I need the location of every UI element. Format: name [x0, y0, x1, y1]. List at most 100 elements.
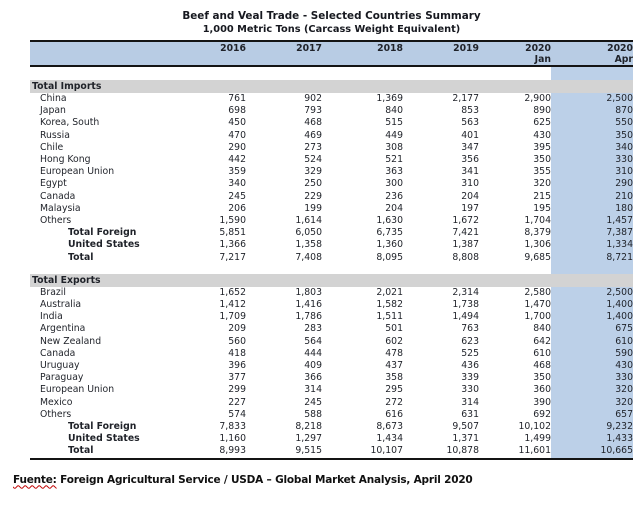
cell-value: 290	[228, 141, 246, 153]
cell-value: 588	[304, 408, 322, 420]
table-row: United States 1,366 1,358 1,360 1,387 1,306 1,…	[30, 239, 633, 252]
table-row: Korea, South 450 468 515 563 625 550	[30, 117, 633, 130]
cell-value: 197	[461, 202, 479, 214]
cell-value: 1,652	[219, 286, 246, 298]
cell-value: 1,470	[524, 299, 551, 311]
cell-value: 204	[385, 202, 403, 214]
cell-value: 8,721	[551, 251, 633, 264]
source-label: Fuente:	[13, 473, 57, 486]
cell-value: 8,808	[452, 251, 479, 263]
cell-value: 675	[551, 323, 633, 336]
cell-value: 363	[385, 166, 403, 178]
filler-cell	[160, 66, 246, 80]
cell-value: 6,735	[376, 227, 403, 239]
cell-value: 330	[551, 154, 633, 167]
section-header-row: Total Imports	[30, 80, 633, 93]
cell-value: 1,700	[524, 311, 551, 323]
cell-value: 7,217	[219, 251, 246, 263]
cell-value: 9,507	[452, 421, 479, 433]
cell-value: 1,709	[219, 311, 246, 323]
cell-value: 1,371	[452, 433, 479, 445]
cell-value: 1,614	[295, 215, 322, 227]
filler-cell	[551, 263, 633, 274]
cell-value: 449	[385, 129, 403, 141]
table-row: Paraguay 377 366 358 339 350 330	[30, 372, 633, 385]
cell-value: 1,457	[551, 215, 633, 228]
cell-value: 657	[551, 408, 633, 422]
cell-value: 290	[551, 178, 633, 191]
table-row: Total 7,217 7,408 8,095 8,808 9,685 8,721	[30, 251, 633, 264]
cell-value: 10,878	[403, 445, 479, 460]
source-text: Foreign Agricultural Service / USDA – Gl…	[60, 473, 473, 486]
cell-value: 396	[228, 360, 246, 372]
section-header-row: Total Exports	[30, 273, 633, 287]
cell-value: 1,387	[452, 239, 479, 251]
cell-value: 7,387	[551, 227, 633, 240]
cell-value: 1,494	[452, 311, 479, 323]
cell-value: 355	[533, 166, 551, 178]
table-row: European Union 359 329 363 341 355 310	[30, 166, 633, 179]
cell-value: 430	[551, 360, 633, 373]
cell-value: 442	[228, 154, 246, 166]
row-label: Total	[68, 251, 94, 263]
cell-value: 692	[533, 408, 551, 420]
cell-value: 1,358	[295, 239, 322, 251]
cell-value: 1,360	[376, 239, 403, 251]
cell-value: 9,685	[524, 251, 551, 263]
cell-value: 470	[228, 129, 246, 141]
row-label: India	[40, 311, 63, 323]
table-row: Uruguay 396 409 437 436 468 430	[30, 360, 633, 373]
row-label: Chile	[40, 141, 64, 153]
table-row: Others 1,590 1,614 1,630 1,672 1,704 1,457	[30, 215, 633, 228]
row-label: Malaysia	[40, 202, 81, 214]
filler-cell	[246, 66, 322, 80]
cell-value: 2,500	[551, 286, 633, 300]
cell-value: 793	[304, 105, 322, 117]
cell-value: 610	[533, 347, 551, 359]
table-row: Others 574 588 616 631 692 657	[30, 408, 633, 422]
cell-value: 340	[551, 141, 633, 155]
cell-value: 1,306	[524, 239, 551, 251]
filler-cell	[30, 66, 160, 80]
cell-value: 295	[385, 384, 403, 396]
cell-value: 444	[304, 347, 322, 359]
cell-value: 7,408	[295, 251, 322, 263]
header-spacer-row	[30, 66, 633, 80]
filler-cell	[403, 264, 479, 274]
cell-value: 642	[533, 335, 551, 347]
cell-value: 515	[385, 117, 403, 129]
cell-value: 2,900	[524, 93, 551, 104]
cell-value: 450	[228, 117, 246, 129]
table-body: Total Imports China 761 902 1,369 2,177 2,900 2…	[30, 66, 633, 460]
cell-value: 625	[533, 117, 551, 129]
cell-value: 227	[228, 396, 246, 408]
cell-value: 356	[461, 154, 479, 166]
column-header-month: Apr	[551, 54, 633, 67]
row-label: Total	[30, 445, 160, 460]
cell-value: 180	[551, 202, 633, 216]
cell-value: 1,160	[219, 433, 246, 445]
section-label: Total Imports	[30, 80, 633, 93]
cell-value: 250	[304, 178, 322, 190]
row-label: Mexico	[40, 396, 73, 408]
cell-value: 9,232	[551, 421, 633, 434]
cell-value: 2,580	[524, 286, 551, 298]
cell-value: 350	[533, 372, 551, 384]
cell-value: 206	[228, 202, 246, 214]
cell-value: 902	[304, 93, 322, 104]
filler-cell	[160, 264, 246, 274]
cell-value: 390	[533, 396, 551, 408]
column-header-year: 2016	[160, 40, 246, 54]
row-label: Argentina	[40, 323, 86, 335]
cell-value: 409	[304, 360, 322, 372]
cell-value: 1,400	[551, 311, 633, 324]
cell-value: 8,993	[160, 445, 246, 460]
row-label: Total Foreign	[68, 421, 137, 433]
cell-value: 204	[461, 190, 479, 202]
column-header-year: 2020	[479, 40, 551, 54]
cell-value: 623	[461, 335, 479, 347]
source-note: Fuente: Foreign Agricultural Service / U…	[13, 474, 635, 486]
cell-value: 236	[385, 190, 403, 202]
cell-value: 10,107	[322, 445, 403, 460]
